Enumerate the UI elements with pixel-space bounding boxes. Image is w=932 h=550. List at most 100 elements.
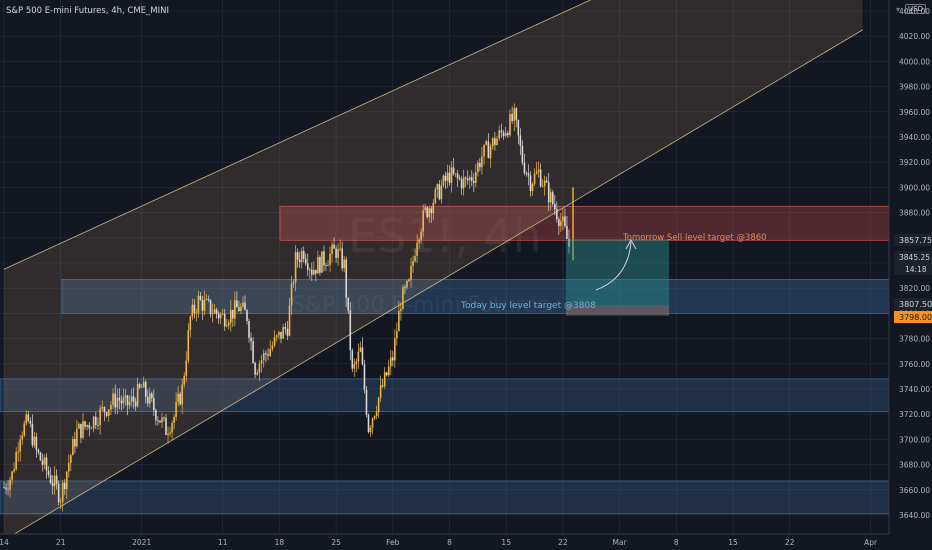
candle-body (124, 395, 127, 398)
channel-upper-line[interactable] (3, 0, 863, 270)
candle-body (72, 438, 74, 456)
candle-body (306, 263, 309, 270)
candle-body (197, 295, 200, 313)
x-tick-label: 14 (0, 538, 9, 547)
candle-body (99, 408, 101, 426)
level-tag-2 (894, 311, 932, 323)
candle-body (252, 341, 254, 363)
candle-body (325, 265, 327, 267)
candle-body (502, 132, 505, 137)
watermark-symbol: ES1!, 4h (348, 209, 542, 263)
overlay: Tomorrow Sell level target @3860 Today b… (460, 233, 767, 316)
candle-body (333, 244, 335, 249)
candle-body (304, 258, 307, 264)
candle-body (529, 175, 532, 192)
candle-body (136, 384, 139, 407)
candle-body (481, 156, 483, 168)
x-tick-label: Feb (386, 538, 400, 547)
candle-body (477, 162, 479, 173)
candle-body (321, 251, 323, 273)
currency-dropdown-icon[interactable]: ▾ (896, 5, 901, 14)
y-tick-label: 3720.00 (899, 410, 930, 419)
candle-body (496, 138, 498, 146)
candle-body (260, 360, 263, 364)
candle-body (315, 269, 317, 274)
candle-body (446, 172, 449, 181)
candle-body (92, 416, 95, 429)
buy-annotation[interactable]: Today buy level target @3808 (460, 301, 596, 311)
candle-body (327, 264, 329, 266)
candle-body (151, 393, 153, 399)
x-tick-label: 22 (558, 538, 568, 547)
candle-body (128, 401, 131, 406)
candle-body (375, 411, 378, 416)
candle-body (412, 261, 414, 267)
candle-body (25, 414, 28, 424)
candles (3, 103, 574, 512)
candle-body (61, 482, 64, 502)
candle-body (120, 400, 123, 404)
chart-title: S&P 500 E-mini Futures, 4h, CME_MINI (6, 6, 170, 16)
candle-body (271, 345, 274, 349)
candle-body (525, 173, 528, 174)
candle-body (3, 487, 5, 489)
candle-body (311, 269, 313, 275)
y-tick-label: 4000.00 (899, 57, 930, 66)
candle-body (57, 483, 60, 503)
last-price-tag (894, 234, 932, 246)
projection-arrow (595, 241, 632, 291)
candle-body (483, 144, 485, 157)
currency-button[interactable]: USD (905, 4, 926, 14)
candle-body (167, 433, 169, 435)
candle-body (33, 436, 36, 446)
candle-body (363, 364, 366, 390)
current-price-label: 3845.25 (899, 253, 930, 262)
candle-body (288, 305, 291, 336)
candle-body (165, 417, 167, 435)
x-tick-label: 18 (275, 538, 285, 547)
projection-box (566, 239, 669, 315)
candle-body (298, 259, 301, 263)
candle-body (265, 353, 267, 355)
candle-body (80, 423, 82, 438)
sell-annotation[interactable]: Tomorrow Sell level target @3860 (622, 233, 767, 243)
candle-body (515, 108, 518, 121)
candle-body (209, 299, 212, 315)
candle-body (308, 269, 311, 271)
candle-body (547, 182, 550, 203)
y-tick-label: 3640.00 (899, 511, 930, 520)
candle-body (345, 259, 348, 298)
candle-body (215, 309, 218, 314)
candle-body (428, 208, 431, 218)
candle-body (347, 297, 350, 311)
channel (3, 0, 863, 541)
channel-lower-line[interactable] (3, 29, 863, 541)
candle-body (161, 417, 163, 423)
candle-body (367, 414, 370, 432)
candle-body (201, 299, 204, 311)
candle-body (385, 372, 388, 376)
candle-body (110, 404, 112, 410)
candle-body (138, 384, 141, 388)
candle-body (475, 172, 477, 183)
y-tick-label: 4020.00 (899, 32, 930, 41)
candle-body (95, 416, 97, 426)
candle-body (142, 381, 145, 388)
candle-body (144, 381, 147, 397)
candle-body (371, 418, 374, 428)
candle-body (509, 113, 511, 136)
channel-fill (4, 0, 863, 541)
candle-body (211, 313, 214, 315)
candle-body (169, 432, 171, 434)
candle-body (519, 135, 522, 146)
y-tick-label: 3920.00 (899, 158, 930, 167)
candle-body (438, 184, 441, 200)
candle-body (183, 375, 186, 385)
candle-body (337, 248, 339, 258)
time-axis-panel (0, 534, 932, 550)
candle-body (37, 449, 40, 453)
candle-body (132, 396, 135, 402)
candle-body (343, 259, 345, 269)
candle-body (460, 179, 463, 189)
